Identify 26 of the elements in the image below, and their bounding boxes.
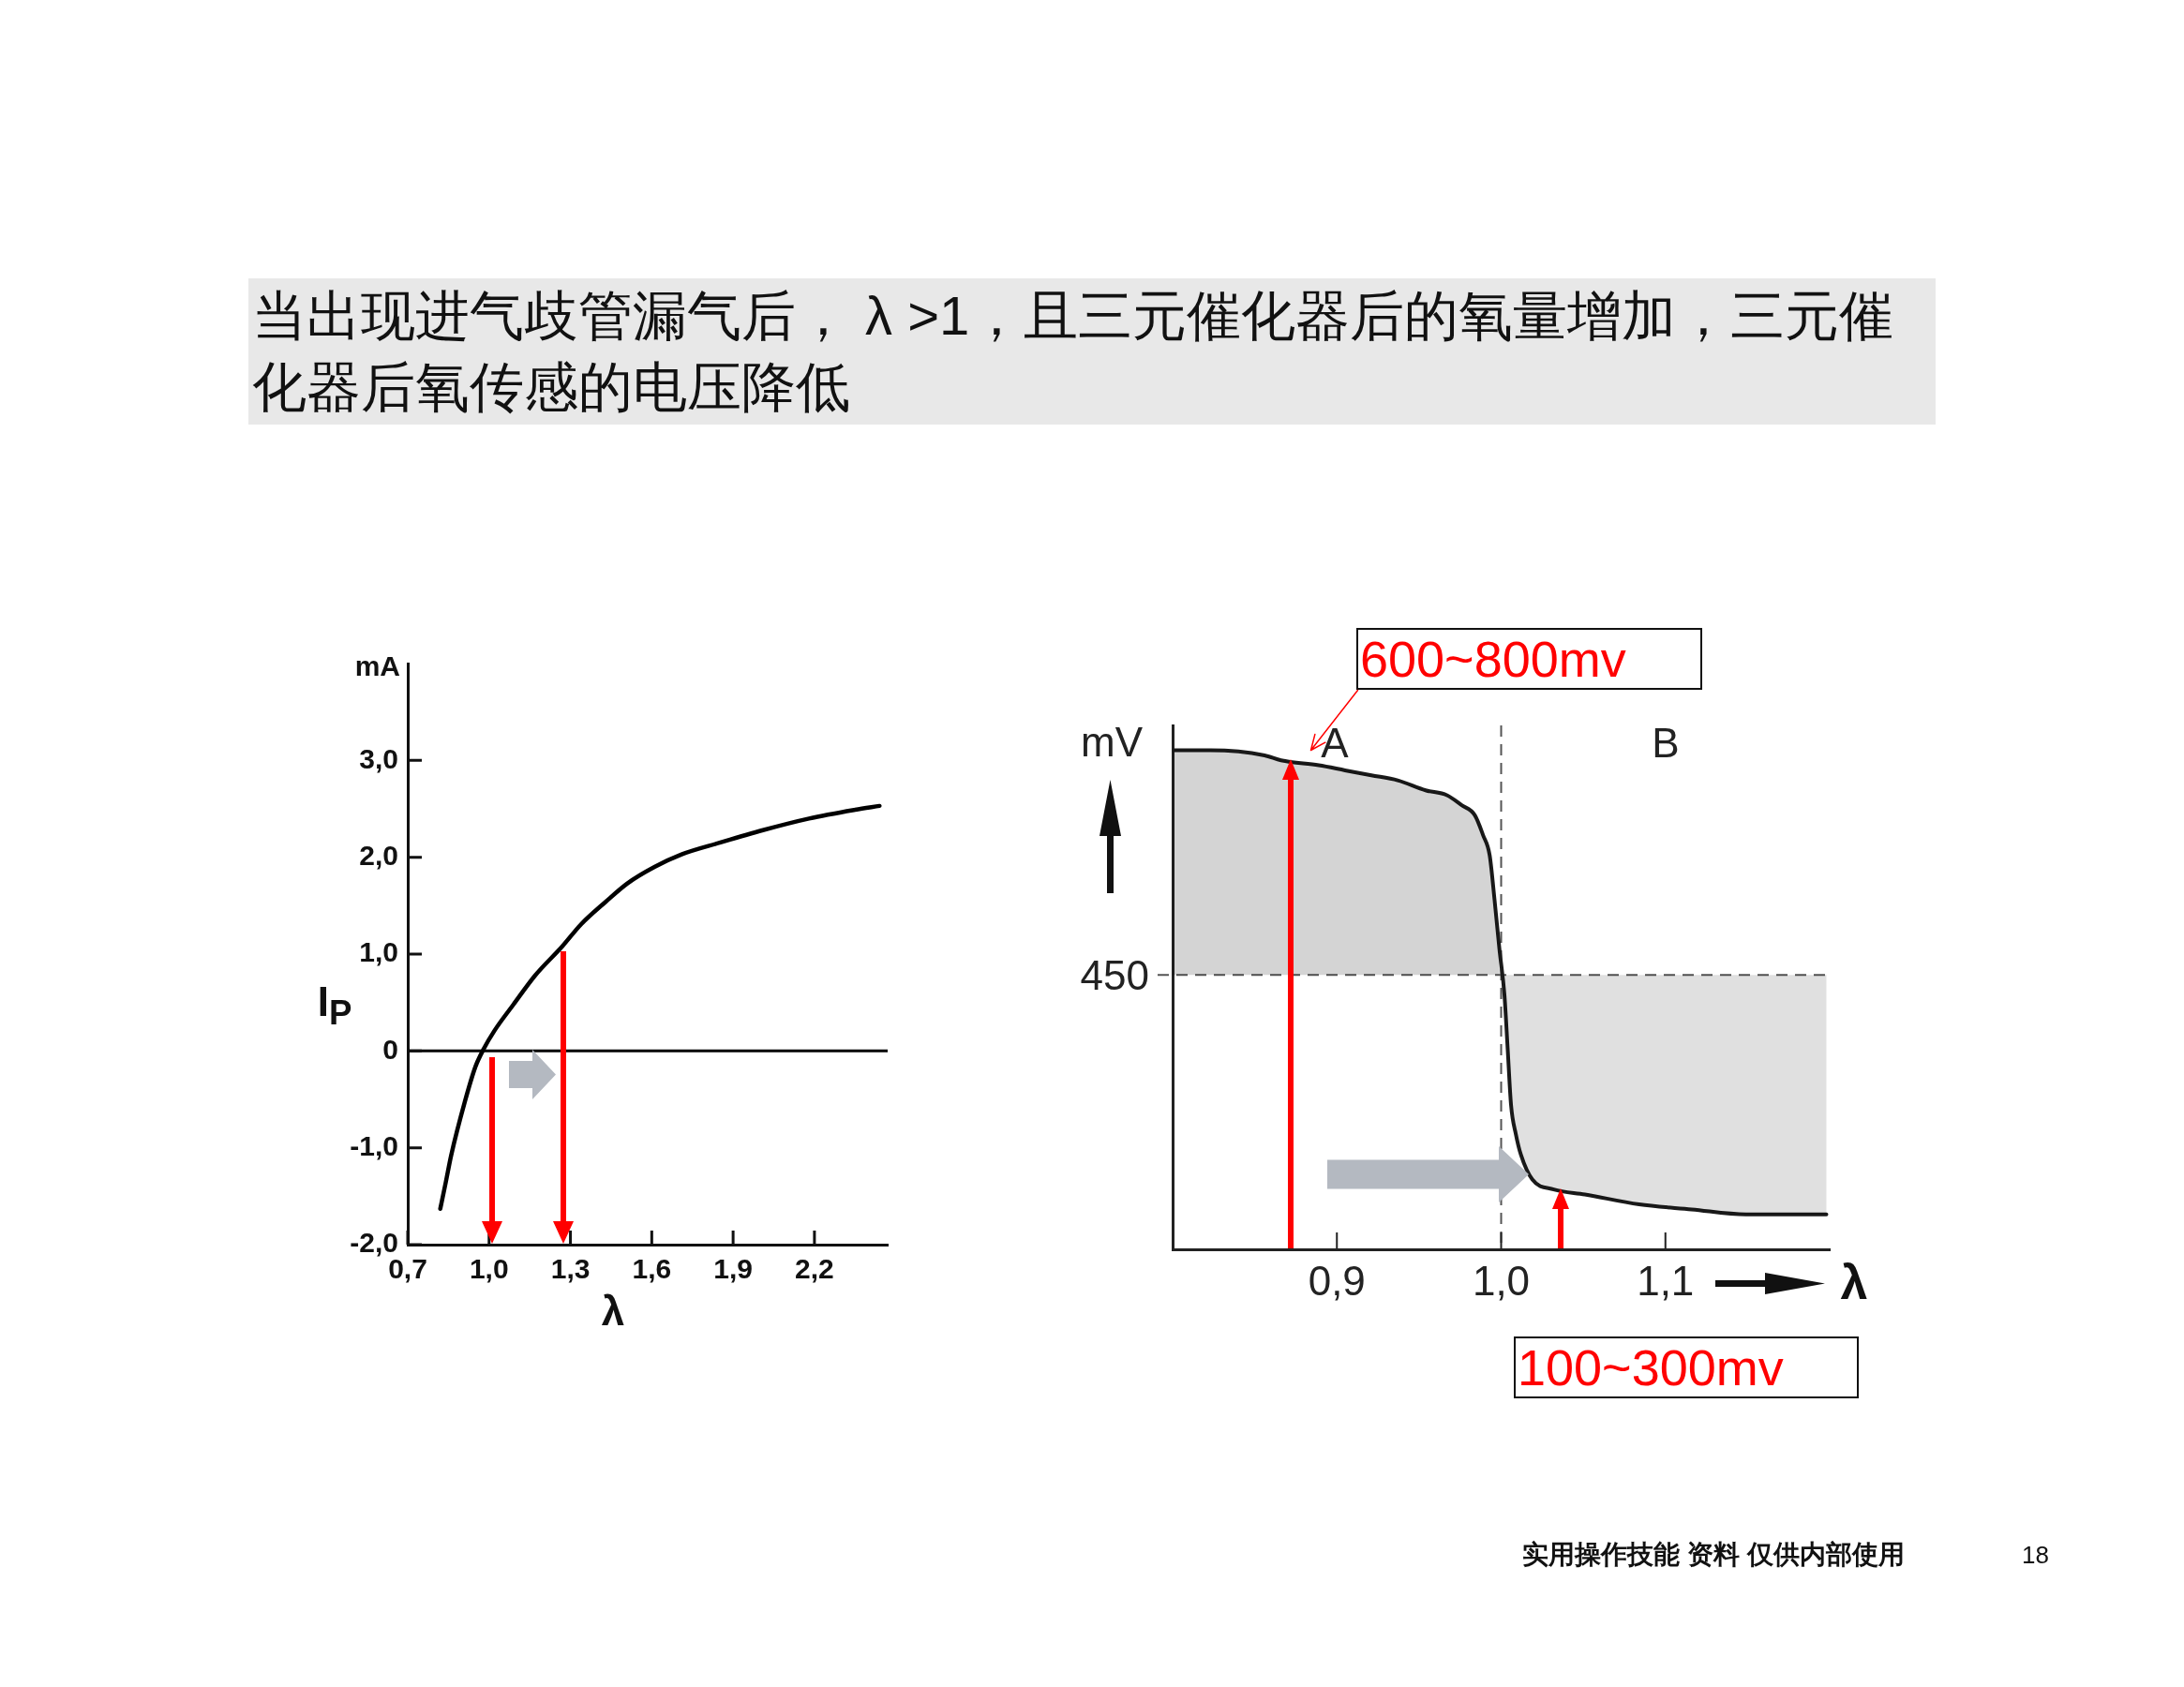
y-axis-title: mV bbox=[1081, 719, 1143, 766]
text: 实用操作技能 资料 仅供内部使用 bbox=[1522, 1539, 1905, 1571]
text: 450 bbox=[1080, 952, 1149, 999]
y-tick-label: 1,0 bbox=[359, 936, 398, 968]
x-tick-label: 1,1 bbox=[1637, 1257, 1695, 1304]
x-axis-title: λ bbox=[601, 1288, 625, 1335]
text: mA bbox=[354, 650, 400, 682]
callout-box: 100~300mv bbox=[1514, 1336, 1859, 1398]
x-axis-title: λ bbox=[1840, 1255, 1868, 1310]
y-axis-title: I$_{P}$ bbox=[317, 978, 352, 1034]
y-tick-label: 0 bbox=[382, 1033, 398, 1065]
x-tick-label: 1,9 bbox=[713, 1253, 753, 1285]
text: 当出现进气歧管漏气后， λ >1，且三元催化器后的氧量增加，三元催化器后氧传感的电压降低 bbox=[248, 278, 1936, 425]
x-tick-label: 1,0 bbox=[469, 1253, 509, 1285]
x-tick-label: 1,3 bbox=[550, 1253, 591, 1285]
y-tick-label: 2,0 bbox=[359, 839, 398, 871]
x-tick-label: 1,6 bbox=[632, 1253, 672, 1285]
x-tick-label: 1,0 bbox=[1472, 1257, 1531, 1304]
annotation: A bbox=[1321, 720, 1349, 767]
y-tick-label: 3,0 bbox=[359, 742, 398, 774]
callout-box: 600~800mv bbox=[1356, 628, 1702, 690]
y-tick-label: -1,0 bbox=[350, 1129, 398, 1161]
x-tick-label: 0,9 bbox=[1308, 1257, 1366, 1304]
annotation: B bbox=[1652, 720, 1680, 767]
x-tick-label: 2,2 bbox=[795, 1253, 834, 1285]
text: 18 bbox=[2022, 1540, 2049, 1570]
